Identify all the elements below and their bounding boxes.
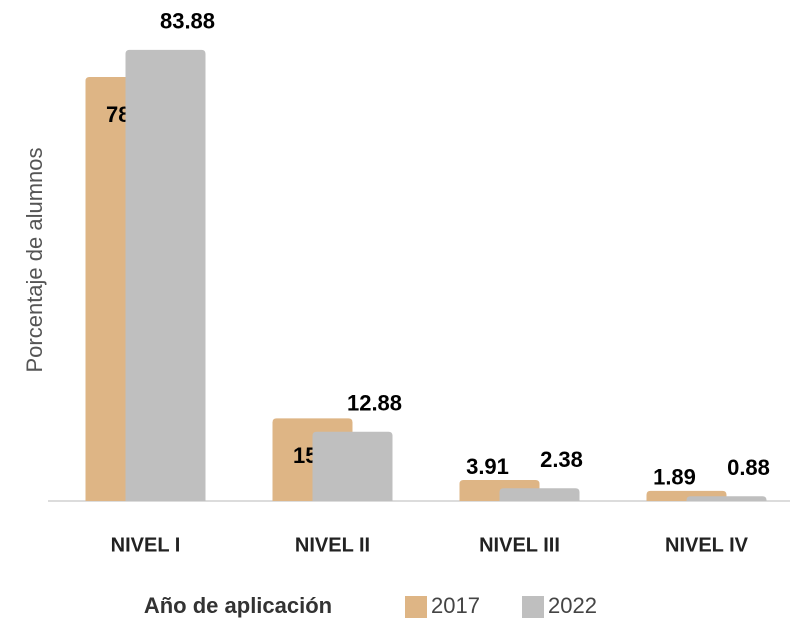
x-tick-label: NIVEL III [479,534,560,556]
x-tick-label: NIVEL IV [665,534,749,556]
legend-swatch [405,596,427,618]
x-axis-label: Año de aplicación [144,593,332,618]
legend-swatch [522,596,544,618]
bar [686,496,767,501]
bar [312,431,393,501]
data-label: 0.88 [727,455,770,480]
data-label: 2.38 [540,447,583,472]
data-label: 3.91 [466,454,509,479]
legend-label: 2022 [548,593,597,618]
data-label: 83.88 [160,9,215,34]
legend-label: 2017 [431,593,480,618]
y-axis-label: Porcentaje de alumnos [22,147,47,372]
x-tick-label: NIVEL I [111,534,181,556]
bar [125,49,206,502]
x-tick-label: NIVEL II [295,534,370,556]
data-label: 1.89 [653,465,696,490]
bar [499,488,580,501]
data-label: 12.88 [347,391,402,416]
